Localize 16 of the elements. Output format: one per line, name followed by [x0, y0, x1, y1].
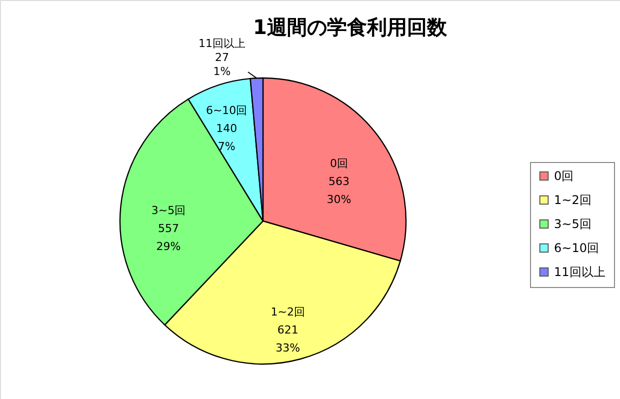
- slice-label: 11回以上: [198, 37, 246, 50]
- data-label: 621 33%: [276, 324, 300, 355]
- legend-label: 0回: [554, 169, 574, 183]
- slice-label: 3~5回: [151, 204, 186, 218]
- legend-label: 3~5回: [554, 217, 592, 231]
- data-label: 140 7%: [216, 122, 238, 153]
- data-label: 563 30%: [326, 174, 352, 206]
- legend-label: 11回以上: [554, 265, 606, 279]
- data-label: 27 1%: [213, 51, 231, 78]
- chart-title: 1週間の学食利用回数: [253, 15, 448, 39]
- slice-label: 1~2回: [270, 306, 305, 319]
- slice-label: 0回: [330, 156, 348, 170]
- legend-label: 1~2回: [554, 193, 592, 207]
- legend-label: 6~10回: [554, 241, 599, 255]
- slice-label: 6~10回: [206, 104, 248, 117]
- data-label: 557 29%: [156, 222, 181, 254]
